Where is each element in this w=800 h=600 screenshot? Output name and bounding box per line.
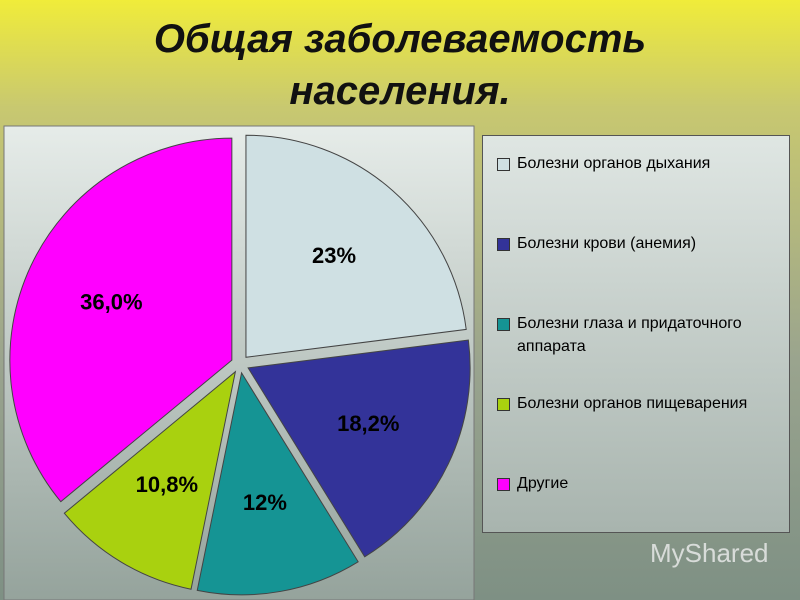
legend-swatch [497, 158, 510, 171]
pie-slice [63, 370, 237, 590]
pie-slice [245, 134, 467, 358]
legend-label: Болезни органов дыхания [517, 155, 711, 172]
legend-swatch [497, 238, 510, 251]
legend-label: Другие [517, 475, 569, 492]
data-label: 12% [243, 490, 287, 515]
legend-label: Болезни органов пищеварения [517, 395, 748, 412]
data-label: 36,0% [80, 289, 142, 314]
legend-item: Болезни глаза и придаточного аппарата [497, 312, 781, 392]
title-line: Общая заболеваемость [154, 17, 646, 61]
legend: Болезни органов дыхания Болезни крови (ан… [482, 135, 790, 533]
legend-item: Болезни крови (анемия) [497, 232, 781, 312]
legend-swatch [497, 318, 510, 331]
data-label: 18,2% [337, 411, 399, 436]
data-label: 10,8% [136, 472, 198, 497]
legend-swatch [497, 398, 510, 411]
pie-slice [247, 339, 471, 558]
legend-item: Другие [497, 472, 781, 495]
legend-item: Болезни органов дыхания [497, 152, 781, 232]
legend-swatch [497, 478, 510, 491]
title-line: населения. [289, 69, 510, 113]
legend-item: Болезни органов пищеварения [497, 392, 781, 472]
pie-slice [196, 371, 359, 596]
data-label: 23% [312, 243, 356, 268]
chart-title: Общая заболеваемость населения. [154, 17, 646, 113]
legend-label: Болезни глаза и придаточного аппарата [517, 315, 742, 355]
pie-slice [9, 137, 233, 503]
legend-label: Болезни крови (анемия) [517, 235, 697, 252]
watermark: MyShared [650, 538, 769, 568]
